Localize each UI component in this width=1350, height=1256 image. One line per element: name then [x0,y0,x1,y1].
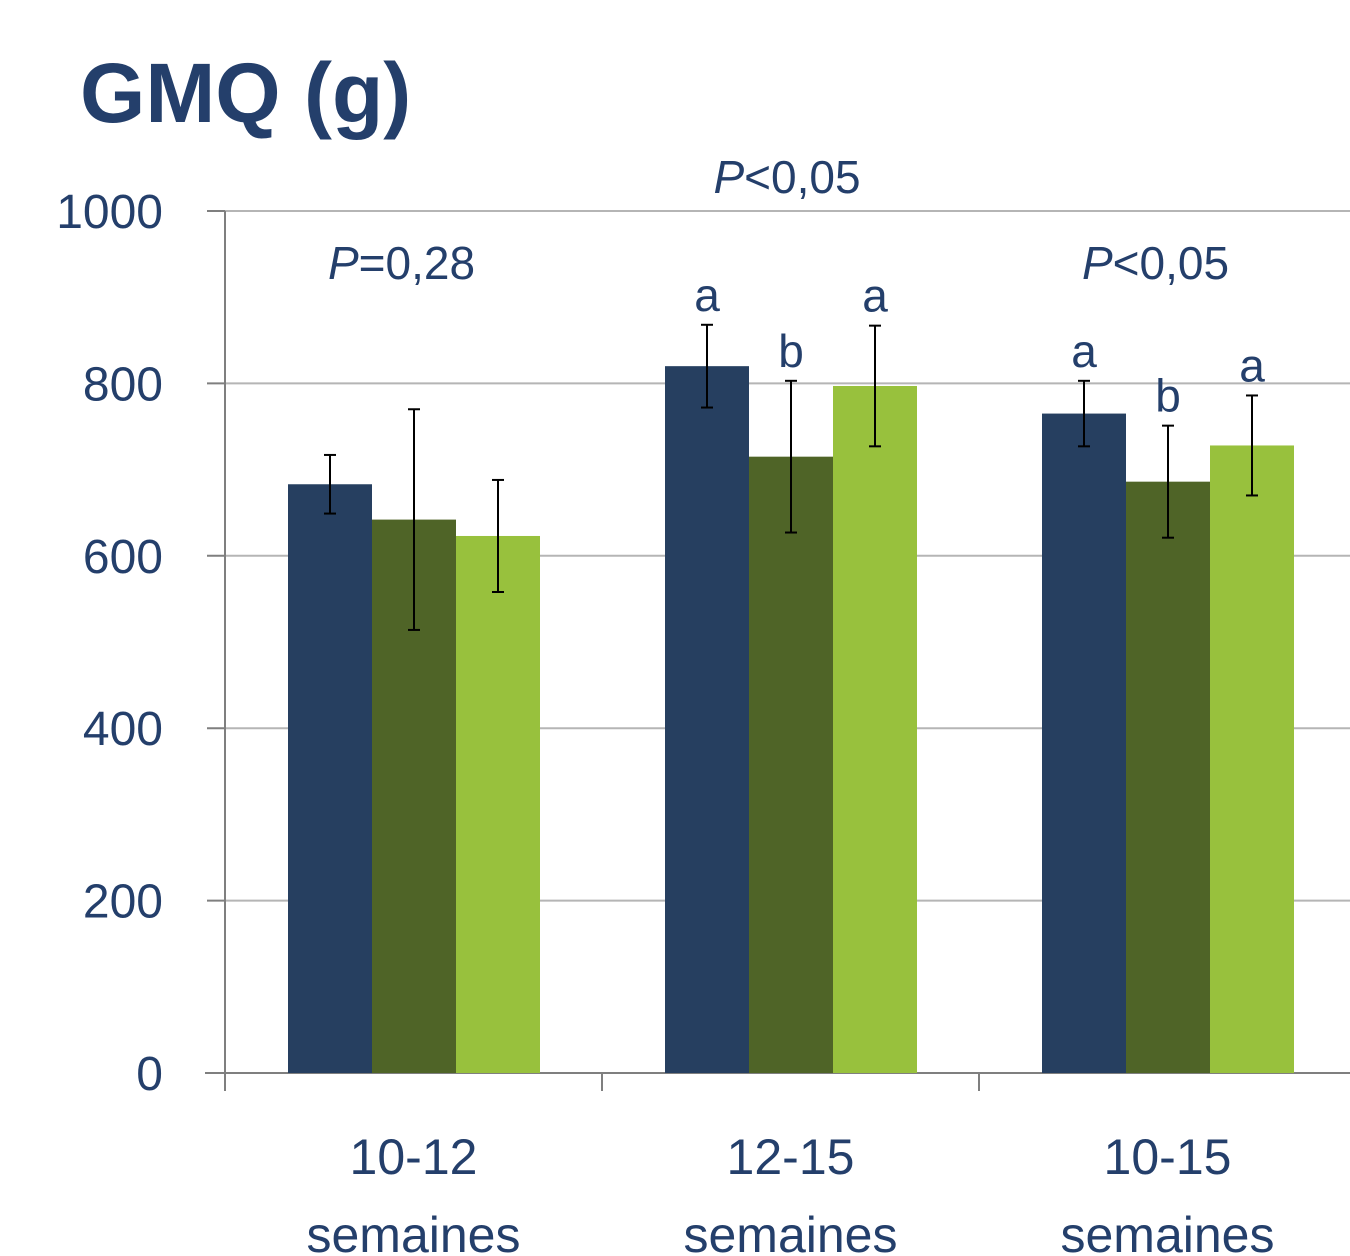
y-tick-label-800: 800 [83,358,163,411]
bar-group3-series3 [1210,445,1294,1073]
y-tick-label-1000: 1000 [56,186,163,239]
bar-group2-series3 [833,385,917,1074]
significance-letter: a [1239,339,1265,391]
x-category-label-3: 10-15 semaines [1061,1129,1275,1256]
y-tick-label-400: 400 [83,703,163,756]
p-value-annotation-3: P<0,05 [1082,237,1229,289]
bar-group1-series3 [456,535,540,1073]
significance-letter: a [862,270,888,322]
bar-group2-series1 [665,366,749,1073]
p-value-annotation-1: P=0,28 [328,237,475,289]
bar-group3-series1 [1042,413,1126,1073]
x-category-label-1: 10-12 semaines [307,1129,521,1256]
p-value-annotation-2: P<0,05 [713,151,860,203]
y-tick-label-200: 200 [83,876,163,929]
bar-group1-series1 [288,484,372,1073]
x-category-label-2: 12-15 semaines [684,1129,898,1256]
significance-letter: a [694,269,720,321]
significance-letter: b [1155,370,1181,422]
y-tick-label-600: 600 [83,531,163,584]
labels: 0 200 400 600 800 1000 a a b b a a 10-12 semaines 12-1… [56,151,1274,1256]
error-bars [324,323,1258,631]
significance-letter: b [778,325,804,377]
bars [288,366,1294,1074]
bar-group2-series2 [749,456,833,1073]
significance-letter: a [1071,325,1097,377]
y-tick-label-0: 0 [136,1048,163,1101]
chart-title: GMQ (g) [80,46,411,140]
bar-group3-series2 [1126,481,1210,1074]
